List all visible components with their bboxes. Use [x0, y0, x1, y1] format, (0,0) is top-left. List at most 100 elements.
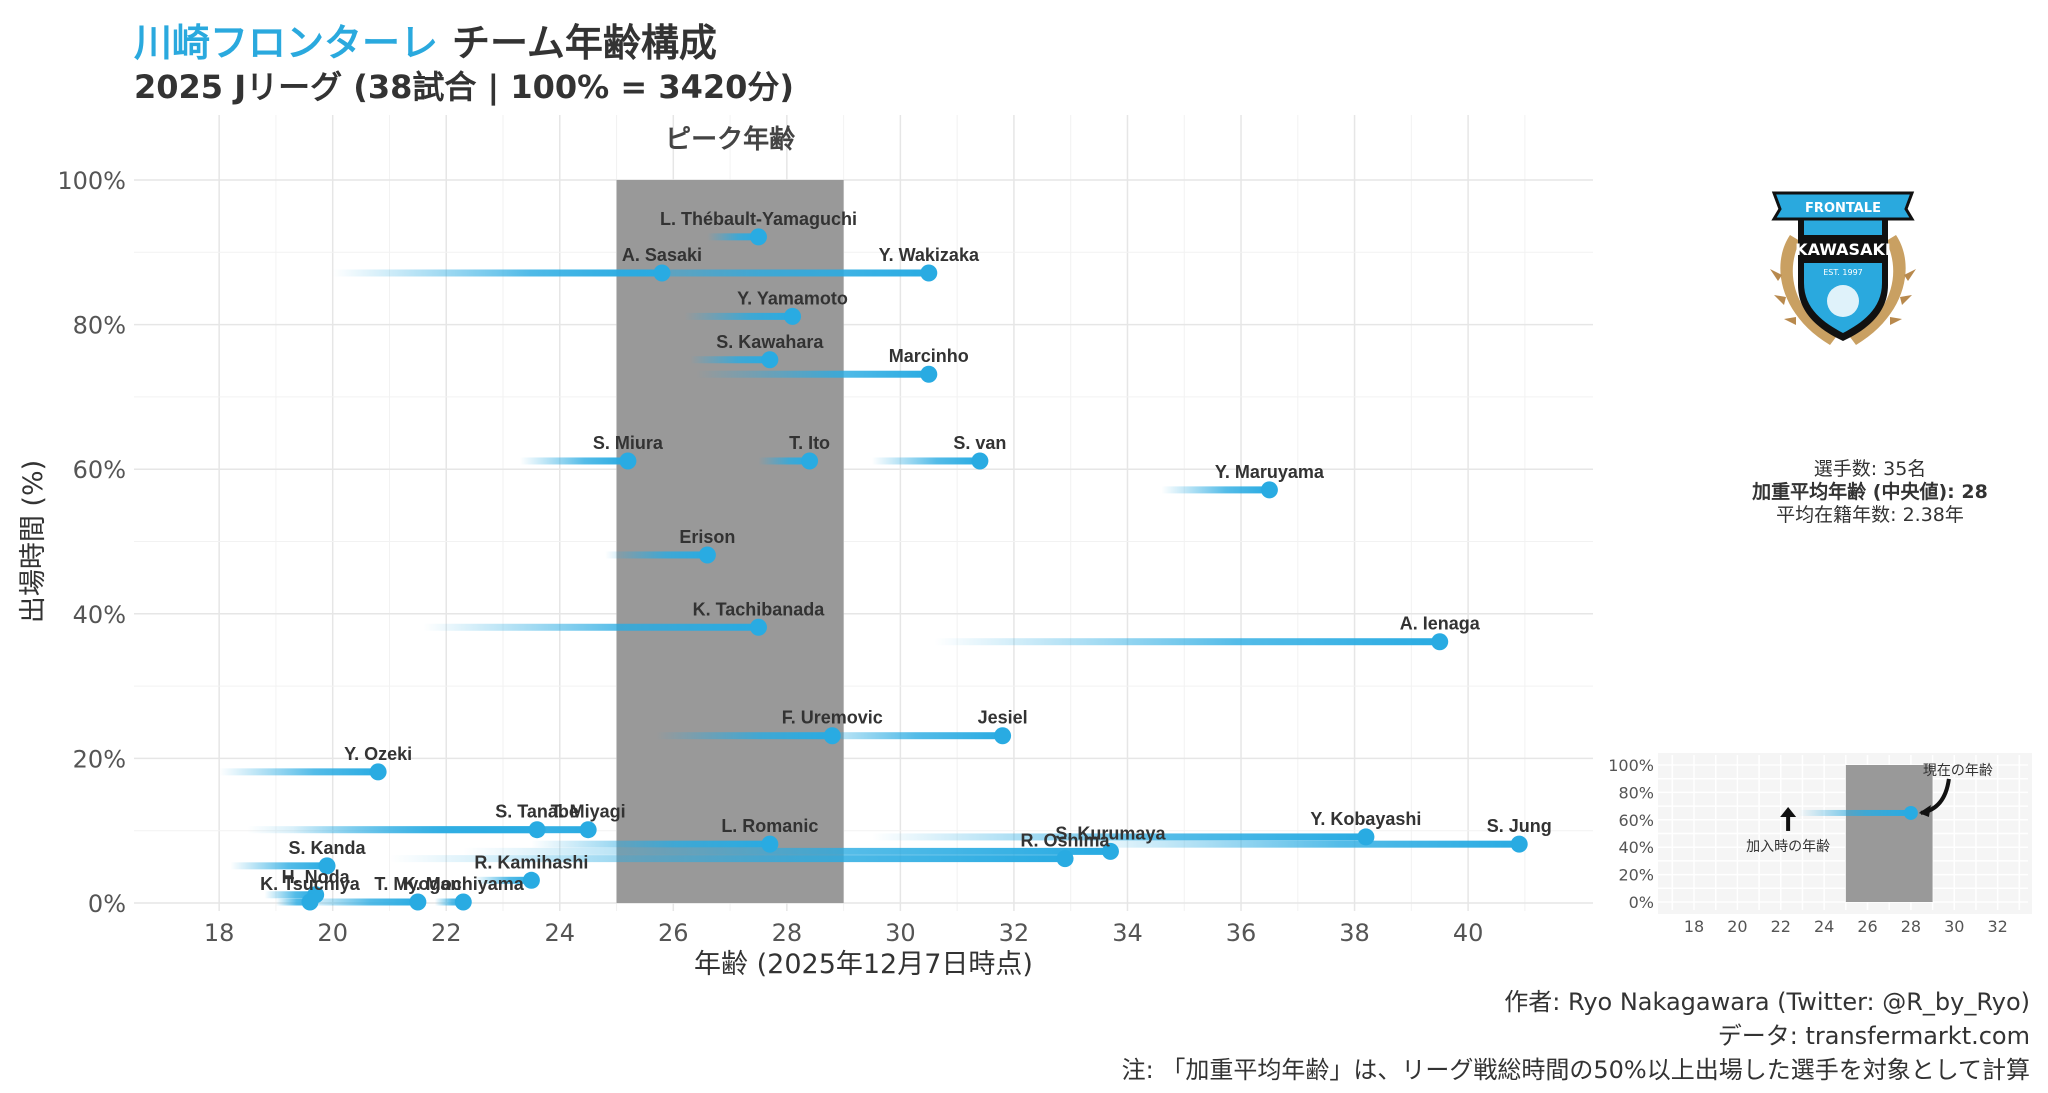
player-point	[971, 452, 989, 470]
player-label: H. Noda	[282, 867, 351, 887]
tenure-segment	[474, 876, 532, 884]
tenure-segment	[275, 898, 310, 906]
tenure-segment	[872, 833, 1366, 841]
player-labels: L. Thébault-Yamaguchi A. Sasaki Y. Wakizak…	[260, 209, 1552, 894]
player-label: L. Romanic	[721, 816, 818, 836]
tenure-segment	[531, 840, 770, 848]
x-tick-label: 28	[772, 919, 803, 947]
tenure-segment	[684, 312, 793, 320]
x-tick-label: 18	[204, 919, 235, 947]
tenure-segment	[656, 732, 833, 740]
club-name: 川崎フロンターレ	[134, 21, 439, 65]
legend-x-tick: 22	[1771, 917, 1791, 936]
legend-x-tick: 20	[1727, 917, 1747, 936]
player-label: F. Uremovic	[782, 708, 883, 728]
title-text: チーム年齢構成	[452, 21, 717, 65]
legend-y-tick: 40%	[1618, 838, 1654, 857]
credits: 作者: Ryo Nakagawara (Twitter: @R_by_Ryo) …	[1122, 985, 2030, 1087]
legend-y-tick: 20%	[1618, 866, 1654, 885]
player-point	[920, 264, 938, 282]
legend-y-tick: 60%	[1618, 811, 1654, 830]
player-label: Y. Kobayashi	[1310, 809, 1421, 829]
player-label: L. Thébault-Yamaguchi	[660, 209, 857, 229]
player-label: Y. Maruyama	[1215, 462, 1325, 482]
player-label: S. Kawahara	[716, 332, 824, 352]
tenure-segment	[1070, 840, 1520, 848]
player-point	[653, 264, 671, 282]
player-label: T. Miyagi	[551, 802, 626, 822]
player-label: R. Oshima	[1021, 831, 1111, 851]
player-point	[761, 351, 779, 369]
tenure-segment	[219, 768, 379, 776]
player-point	[522, 871, 540, 889]
y-tick-label: 60%	[73, 456, 126, 484]
credit-note: 注: 「加重平均年齢」は、リーグ戦総時間の50%以上出場した選手を対象として計算	[1121, 1056, 2030, 1084]
player-point	[318, 857, 336, 875]
player-point	[823, 727, 841, 745]
player-point	[1431, 633, 1449, 651]
tenure-segment	[520, 457, 628, 465]
legend-y-tick: 100%	[1608, 756, 1654, 775]
legend-x-tick: 26	[1857, 917, 1877, 936]
player-point	[698, 546, 716, 564]
peak-band: ピーク年齢	[616, 124, 844, 903]
player-point	[301, 893, 319, 911]
peak-age-band	[616, 180, 844, 903]
tenure-segment	[1161, 486, 1270, 494]
legend-y-tick: 0%	[1629, 893, 1654, 912]
legend-current-age-label: 現在の年齢	[1923, 763, 1993, 779]
y-tick-label: 100%	[57, 167, 126, 195]
y-axis-title: 出場時間 (%)	[18, 460, 49, 623]
credit-data: データ: transfermarkt.com	[1717, 1022, 2030, 1050]
chart-title: 川崎フロンターレ チーム年齢構成	[134, 12, 717, 67]
axes: 18 20 22 24 26 28 30 32 34 36 38 40 0% 20% 40% 60% 80% 10…	[18, 167, 1483, 980]
player-label: Erison	[679, 527, 735, 547]
peak-age-label: ピーク年齢	[665, 124, 796, 155]
tenure-segment	[696, 370, 929, 378]
player-label: Jesiel	[978, 708, 1028, 728]
crest-name: KAWASAKI	[1795, 240, 1891, 259]
x-axis-title: 年齢 (2025年12月7日時点)	[694, 949, 1033, 980]
team-stats: 選手数: 35名 加重平均年齢 (中央値): 28 平均在籍年数: 2.38年	[1700, 458, 2040, 527]
player-point	[1260, 481, 1278, 499]
player-label: S. van	[953, 433, 1006, 453]
x-tick-label: 30	[885, 919, 916, 947]
player-label: A. Sasaki	[622, 245, 702, 265]
legend-segment	[1798, 809, 1911, 816]
y-tick-label: 0%	[88, 890, 126, 918]
player-label: K. Mochiyama	[403, 874, 525, 894]
tenure-segment	[503, 269, 929, 277]
crest-banner: FRONTALE	[1805, 201, 1881, 216]
stat-players: 選手数: 35名	[1813, 458, 1927, 480]
x-tick-label: 22	[431, 919, 462, 947]
tenure-segment	[934, 638, 1440, 646]
player-label: K. Tsuchiya	[260, 874, 361, 894]
player-point	[784, 307, 802, 325]
player-point	[749, 228, 767, 246]
player-label: S. Tanabe	[495, 802, 579, 822]
player-label: S. Kanda	[289, 838, 367, 858]
x-tick-label: 20	[317, 919, 348, 947]
player-label: Marcinho	[889, 346, 969, 366]
player-label: Y. Yamamoto	[737, 288, 848, 308]
tenure-segment	[690, 356, 770, 364]
player-point	[579, 821, 597, 839]
legend-current-arrowhead	[1918, 804, 1931, 817]
player-point	[749, 618, 767, 636]
player-point	[920, 365, 938, 383]
player-points	[301, 228, 1528, 911]
legend-peak-band	[1845, 765, 1933, 902]
legend-chart: 0% 20% 40% 60% 80% 100% 18 20 22 24 26 28 30 32 現在の年齢加…	[1608, 753, 2032, 936]
player-point	[369, 763, 387, 781]
tenure-segment	[332, 269, 662, 277]
tenure-segment	[230, 862, 328, 870]
player-point	[1510, 835, 1528, 853]
x-tick-label: 34	[1112, 919, 1143, 947]
player-label: T. Ito	[789, 433, 830, 453]
x-tick-label: 40	[1453, 919, 1484, 947]
player-point	[454, 893, 472, 911]
tenure-segment	[758, 457, 810, 465]
player-point	[409, 893, 427, 911]
y-tick-label: 20%	[73, 745, 126, 773]
